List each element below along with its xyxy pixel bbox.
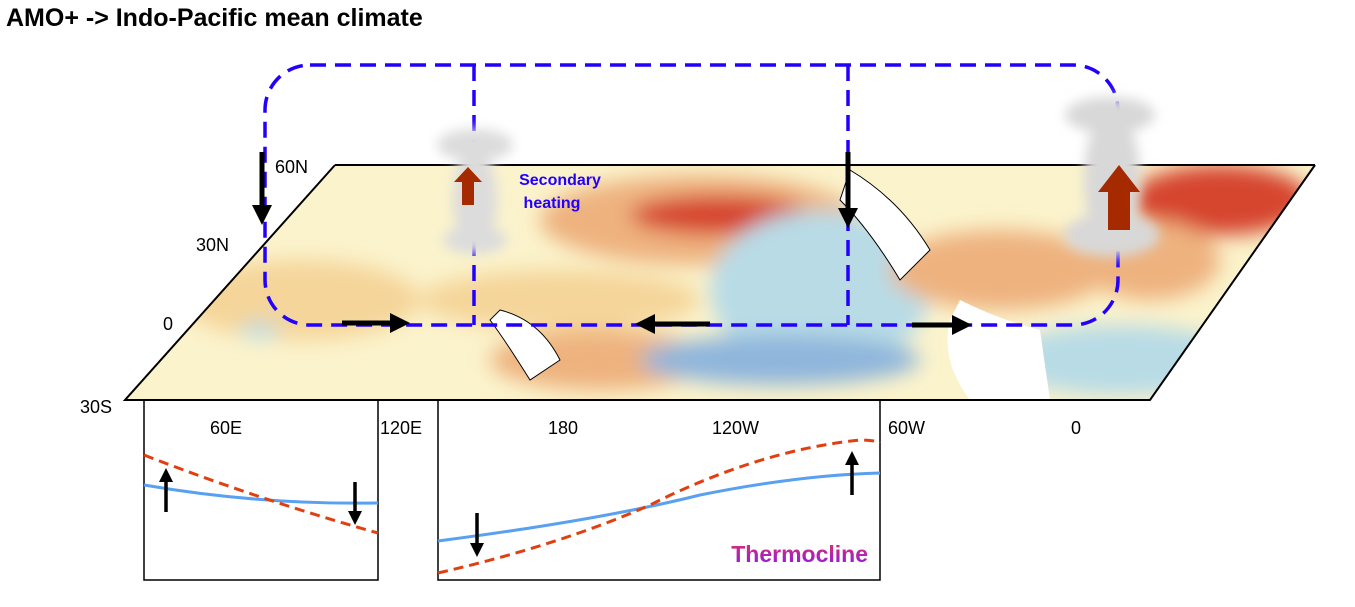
thermocline-label: Thermocline [731, 541, 868, 567]
lat-label: 0 [163, 314, 173, 334]
lat-label: 30N [196, 235, 229, 255]
lat-label: 60N [275, 157, 308, 177]
pacific-thermocline-inset: Thermocline [437, 400, 881, 581]
up-arrow-icon [454, 167, 482, 205]
lon-label: 120W [712, 418, 759, 438]
secondary-heating-label: Secondary [519, 172, 601, 189]
lon-label: 120E [380, 418, 422, 438]
lon-label: 180 [548, 418, 578, 438]
lon-label: 60W [888, 418, 925, 438]
indian-ocean-thermocline-inset [143, 400, 379, 581]
figure-title: AMO+ -> Indo-Pacific mean climate [6, 4, 423, 32]
secondary-heating-label: heating [524, 195, 581, 212]
lon-label: 0 [1071, 418, 1081, 438]
sst-map [125, 165, 1315, 400]
lat-label: 30S [80, 397, 112, 417]
up-arrow-icon [1098, 165, 1140, 230]
lon-label: 60E [210, 418, 242, 438]
map-frame [122, 164, 1316, 401]
